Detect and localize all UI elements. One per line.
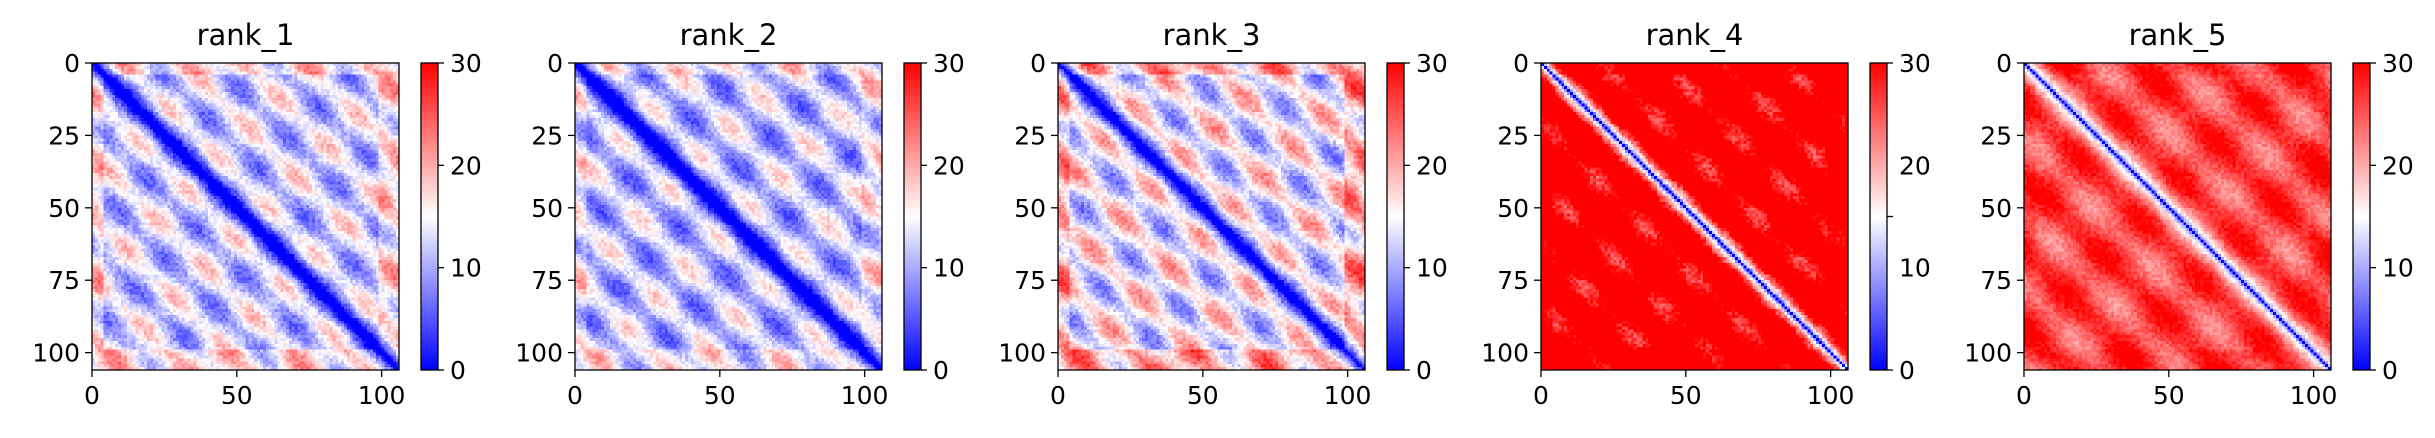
x-tick-label: 50 <box>1187 381 1219 410</box>
y-tick-label: 0 <box>1996 49 2012 78</box>
axes-frame <box>91 62 400 371</box>
colorbar <box>1386 62 1405 371</box>
panel-title: rank_2 <box>680 18 778 52</box>
y-tick-label: 50 <box>48 194 80 223</box>
x-tick-label: 50 <box>221 381 253 410</box>
colorbar <box>1869 62 1888 371</box>
heatmap-rank_5 <box>2024 63 2331 370</box>
colorbar-tick-label: 20 <box>933 151 965 180</box>
colorbar-tick-label: 20 <box>1416 151 1448 180</box>
colorbar-tick-label: 10 <box>2382 254 2414 283</box>
colorbar-tick-label: 10 <box>1899 254 1931 283</box>
y-tick-label: 25 <box>48 121 80 150</box>
x-tick-label: 0 <box>1533 381 1549 410</box>
y-tick-label: 75 <box>1497 266 1529 295</box>
y-tick-label: 100 <box>1964 339 2012 368</box>
colorbar-tick-label: 30 <box>1899 49 1931 78</box>
panel-title: rank_1 <box>197 18 295 52</box>
axes-frame <box>574 62 883 371</box>
y-tick-label: 75 <box>48 266 80 295</box>
heatmap-rank_4 <box>1541 63 1848 370</box>
colorbar-tick-label: 30 <box>1416 49 1448 78</box>
y-tick-label: 50 <box>1497 194 1529 223</box>
colorbar <box>903 62 922 371</box>
y-tick-label: 50 <box>1980 194 2012 223</box>
y-tick-label: 100 <box>32 339 80 368</box>
y-tick-label: 25 <box>1980 121 2012 150</box>
colorbar-tick-label: 0 <box>2382 356 2398 385</box>
y-tick-label: 0 <box>1030 49 1046 78</box>
heatmap-rank_3 <box>1058 63 1365 370</box>
y-tick-label: 75 <box>531 266 563 295</box>
y-tick-label: 100 <box>1481 339 1529 368</box>
axes-frame <box>2023 62 2332 371</box>
panel-title: rank_3 <box>1163 18 1261 52</box>
axes-frame <box>1540 62 1849 371</box>
colorbar-tick-label: 10 <box>933 254 965 283</box>
y-tick-label: 25 <box>531 121 563 150</box>
colorbar-tick-label: 0 <box>1899 356 1915 385</box>
x-tick-label: 0 <box>84 381 100 410</box>
y-tick-label: 0 <box>547 49 563 78</box>
x-tick-label: 0 <box>2016 381 2032 410</box>
y-tick-label: 50 <box>531 194 563 223</box>
x-tick-label: 50 <box>2153 381 2185 410</box>
colorbar-tick-label: 30 <box>2382 49 2414 78</box>
y-tick-label: 75 <box>1980 266 2012 295</box>
colorbar-tick-label: 10 <box>450 254 482 283</box>
heatmap-rank_2 <box>575 63 882 370</box>
x-tick-label: 50 <box>1670 381 1702 410</box>
colorbar-tick-label: 30 <box>933 49 965 78</box>
axes-frame <box>1057 62 1366 371</box>
colorbar-tick-label: 0 <box>450 356 466 385</box>
colorbar-tick-label: 20 <box>1899 151 1931 180</box>
x-tick-label: 50 <box>704 381 736 410</box>
x-tick-label: 0 <box>567 381 583 410</box>
colorbar <box>420 62 439 371</box>
colorbar-tick-label: 0 <box>933 356 949 385</box>
colorbar-tick-label: 30 <box>450 49 482 78</box>
y-tick-label: 75 <box>1014 266 1046 295</box>
y-tick-label: 0 <box>1513 49 1529 78</box>
y-tick-label: 0 <box>64 49 80 78</box>
x-tick-label: 100 <box>2290 381 2338 410</box>
colorbar <box>2352 62 2371 371</box>
x-tick-label: 0 <box>1050 381 1066 410</box>
x-tick-label: 100 <box>358 381 406 410</box>
panel-title: rank_4 <box>1646 18 1744 52</box>
x-tick-label: 100 <box>1807 381 1855 410</box>
colorbar-tick-label: 20 <box>450 151 482 180</box>
y-tick-label: 100 <box>998 339 1046 368</box>
colorbar-tick-label: 10 <box>1416 254 1448 283</box>
y-tick-label: 25 <box>1014 121 1046 150</box>
y-tick-label: 100 <box>515 339 563 368</box>
heatmap-rank_1 <box>92 63 399 370</box>
y-tick-label: 25 <box>1497 121 1529 150</box>
colorbar-tick-label: 20 <box>2382 151 2414 180</box>
colorbar-tick-label: 0 <box>1416 356 1432 385</box>
panel-title: rank_5 <box>2129 18 2227 52</box>
y-tick-label: 50 <box>1014 194 1046 223</box>
x-tick-label: 100 <box>1324 381 1372 410</box>
x-tick-label: 100 <box>841 381 889 410</box>
